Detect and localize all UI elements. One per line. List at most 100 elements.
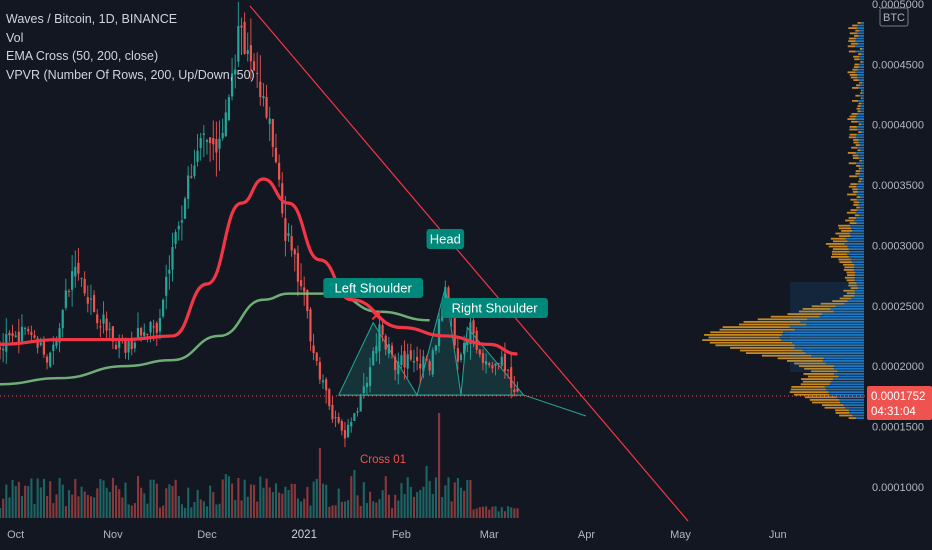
candle-body (202, 133, 205, 135)
vpvr-bar-up (848, 409, 864, 412)
cross-marker (371, 310, 382, 321)
candle-body (315, 352, 318, 362)
y-tick-label: 0.0004000 (872, 120, 924, 132)
candle-body (2, 348, 5, 351)
left-shoulder-label[interactable]: Left Shoulder (335, 281, 413, 296)
legend-vpvr[interactable]: VPVR (Number Of Rows, 200, Up/Down, 50) (6, 67, 255, 82)
vpvr-bar-down (743, 321, 801, 323)
vpvr-bar-down (843, 295, 855, 297)
candle-body (212, 138, 215, 145)
vpvr-bar-up (811, 354, 864, 357)
vpvr-bar-up (860, 149, 864, 152)
volume-bar (290, 483, 293, 518)
vpvr-bar-up (850, 224, 864, 227)
candle-body (456, 348, 459, 362)
candle-body (422, 356, 425, 372)
volume-bar (162, 505, 165, 518)
vpvr-bar-down (848, 27, 857, 29)
vpvr-bar-down (821, 404, 844, 406)
vpvr-bar-up (856, 193, 864, 196)
legend-vol[interactable]: Vol (6, 30, 24, 45)
vpvr-bar-up (860, 170, 864, 172)
vpvr-bar-up (851, 297, 864, 300)
volume-bar (456, 478, 459, 518)
volume-bar (384, 476, 387, 518)
candle-body (497, 362, 500, 364)
vpvr-bar-up (858, 55, 864, 58)
vpvr-bar-down (847, 274, 855, 276)
volume-bar (406, 477, 409, 518)
vpvr-bar-down (770, 315, 820, 318)
volume-bar (400, 483, 403, 518)
vpvr-bar-down (832, 248, 849, 250)
vpvr-bar-down (853, 201, 860, 204)
currency-label: BTC (883, 12, 905, 24)
candle-body (372, 351, 375, 366)
vpvr-bar-up (858, 66, 864, 68)
head-label[interactable]: Head (430, 232, 461, 247)
volume-bar (174, 479, 177, 518)
legend-ema[interactable]: EMA Cross (50, 200, close) (6, 49, 159, 63)
vpvr-bar-up (860, 196, 864, 198)
candle-body (27, 328, 30, 332)
vpvr-bar-up (857, 209, 864, 211)
volume-bar (177, 496, 180, 518)
legend-title[interactable]: Waves / Bitcoin, 1D, BINANCE (6, 12, 178, 26)
vpvr-bar-up (858, 87, 864, 89)
vpvr-bar-down (843, 269, 854, 271)
volume-bar (158, 507, 162, 518)
candle-body (30, 331, 33, 336)
vpvr-bar-up (859, 94, 864, 97)
candle-body (124, 340, 127, 353)
vpvr-bar-up (822, 360, 864, 362)
volume-bar (394, 494, 397, 518)
volume-bar (403, 494, 406, 518)
candle-body (240, 25, 243, 28)
y-axis[interactable]: 0.0001000 0.0001500 0.0002000 0.0002500 0.00… (866, 0, 932, 550)
vpvr-bar-up (855, 50, 864, 53)
volume-bar (39, 487, 42, 518)
candle-body (494, 363, 497, 367)
vpvr-bar-down (839, 297, 852, 300)
vpvr-bar-down (853, 139, 859, 141)
vpvr-bar-up (861, 102, 864, 105)
vpvr-bar-down (761, 354, 812, 357)
volume-bar (55, 494, 58, 518)
volume-bar (246, 496, 249, 518)
volume-bar (347, 500, 350, 518)
candle-body (334, 417, 337, 419)
volume-bar (234, 500, 237, 518)
vpvr-bar-down (839, 261, 853, 263)
candle-body (466, 340, 469, 345)
vpvr-bar-down (852, 24, 858, 27)
vpvr-bar-down (857, 22, 861, 24)
candle-body (437, 319, 441, 347)
right-shoulder-label[interactable]: Right Shoulder (452, 301, 539, 316)
vpvr-bar-up (856, 222, 864, 224)
volume-bar (218, 503, 221, 518)
volume-bar (14, 486, 17, 518)
vpvr-bar-up (819, 315, 864, 318)
candle-body (177, 225, 180, 230)
volume-bar (281, 493, 284, 518)
volume-bar (133, 503, 136, 518)
volume-bar (30, 478, 33, 518)
vpvr-bar-up (855, 136, 864, 139)
volume-bar (237, 478, 240, 518)
volume-bar (42, 478, 46, 518)
vpvr-bar-down (824, 406, 846, 409)
vpvr-bar-down (852, 100, 859, 102)
vpvr-bar-down (860, 97, 863, 100)
volume-bar (372, 501, 375, 518)
vpvr-bar-up (857, 42, 864, 45)
volume-bar (121, 497, 124, 518)
candle-body (140, 328, 143, 336)
volume-bar (143, 493, 146, 518)
candle-body (20, 326, 24, 342)
x-axis[interactable]: Oct Nov Dec 2021 Feb Mar Apr May Jun (0, 522, 866, 550)
currency-badge[interactable] (879, 7, 909, 27)
descending-trendline[interactable] (249, 5, 689, 522)
volume-bar (262, 487, 265, 518)
volume-bar (243, 479, 246, 518)
